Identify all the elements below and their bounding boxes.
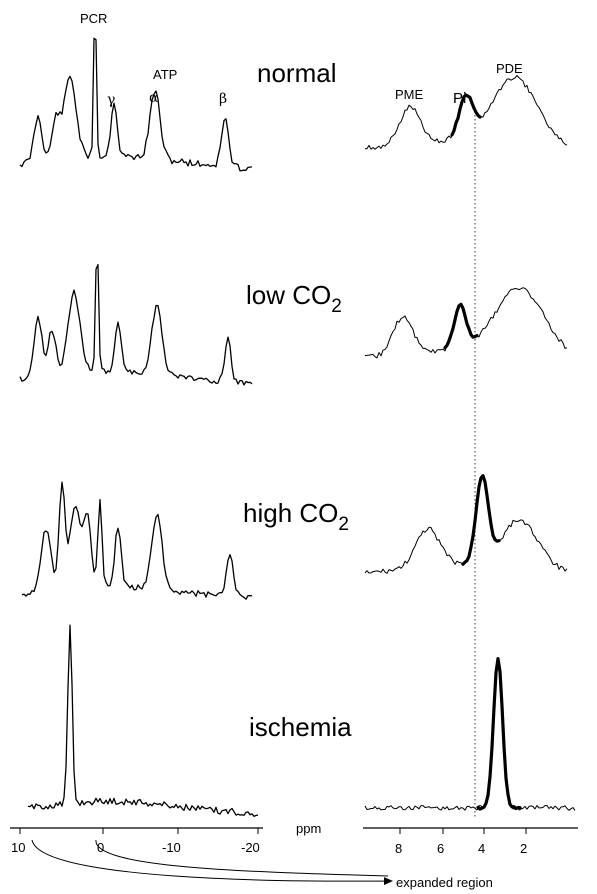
expansion-arrow-inner [95,839,389,877]
full-spectrum-ischemia [27,624,259,817]
right-tick-label-2: 2 [520,841,527,856]
expanded-region-label: expanded region [396,875,493,890]
axis-unit-label: ppm [296,821,321,836]
pde-label: PDE [496,61,523,76]
condition-label-high-co2: high CO2 [243,498,349,535]
pi-peak-highlight-ischemia [476,657,522,811]
spectra-traces [19,37,576,817]
alpha-label: α [149,90,159,106]
atp-label: ATP [153,67,177,82]
beta-label: β [219,91,227,107]
full-spectrum-low-co2 [19,263,253,386]
pi-peak-highlight-low-co2 [443,302,479,350]
pme-label: PME [395,87,424,102]
right-tick-label-4: 4 [478,841,485,856]
condition-label-ischemia: ischemia [249,712,352,742]
left-tick-label-minus20: -20 [241,840,260,855]
expanded-spectrum-ischemia [364,660,576,811]
expansion-arrow-outer [31,839,393,886]
pcr-label: PCR [80,11,107,26]
condition-label-low-co2: low CO2 [246,280,342,317]
full-spectrum-high-co2 [21,481,253,600]
axis-ticks [19,828,527,834]
condition-label-normal: normal [257,58,336,88]
right-tick-label-8: 8 [395,841,402,856]
gamma-label: γ [107,92,115,108]
left-tick-label-10: 10 [11,840,25,855]
left-tick-label-0: 0 [97,840,104,855]
full-spectrum-normal [19,37,253,172]
pi-peak-highlight-high-co2 [461,474,501,566]
left-tick-label-minus10: -10 [162,840,181,855]
pi-peak-highlight-normal [450,93,482,137]
expanded-spectrum-high-co2 [364,476,568,574]
right-tick-label-6: 6 [437,841,444,856]
pi-label: Pi [453,90,466,107]
